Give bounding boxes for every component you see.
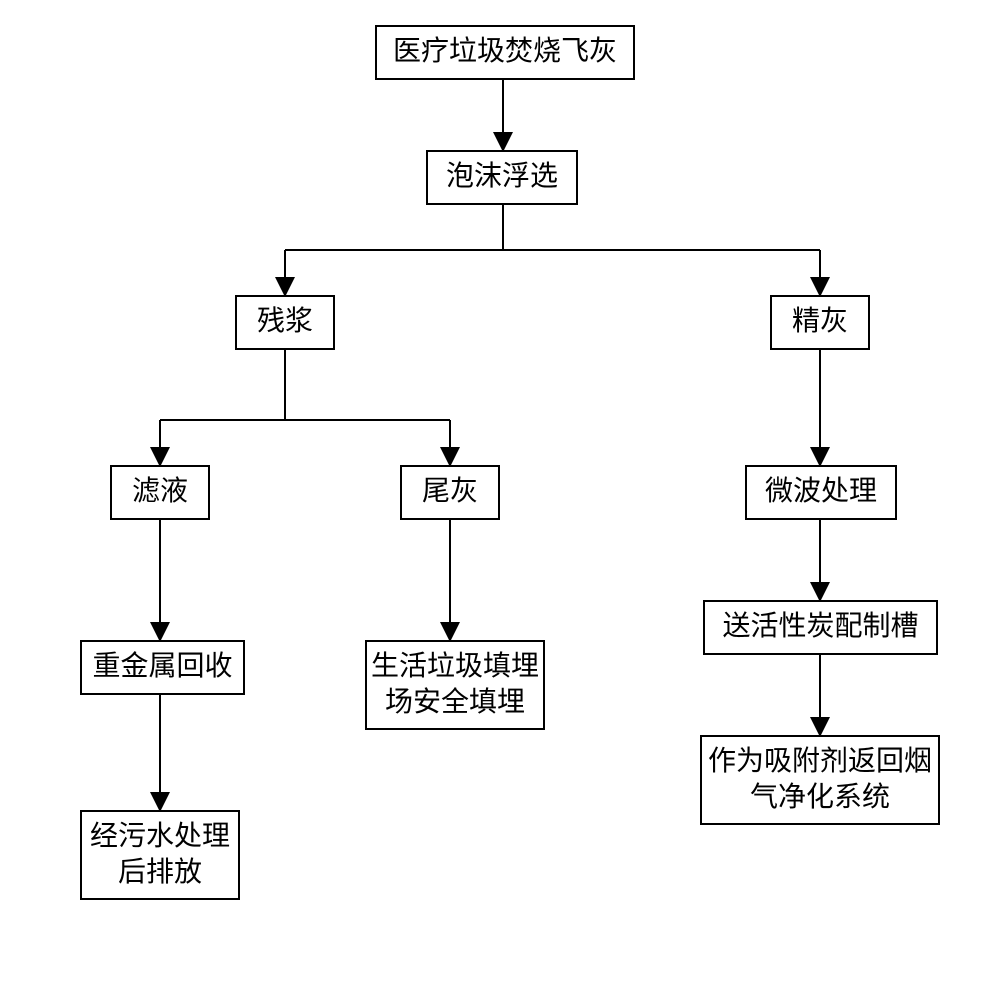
flowchart-node-n12: 作为吸附剂返回烟气净化系统 bbox=[700, 735, 940, 825]
flowchart-node-n9: 生活垃圾填埋场安全填埋 bbox=[365, 640, 545, 730]
flowchart-node-n5: 滤液 bbox=[110, 465, 210, 520]
flowchart-node-n2: 泡沫浮选 bbox=[426, 150, 578, 205]
flowchart-node-n4: 精灰 bbox=[770, 295, 870, 350]
flowchart-node-n10: 送活性炭配制槽 bbox=[703, 600, 938, 655]
flowchart-node-n8: 重金属回收 bbox=[80, 640, 245, 695]
flowchart-node-n7: 微波处理 bbox=[745, 465, 897, 520]
flowchart-node-n6: 尾灰 bbox=[400, 465, 500, 520]
flowchart-node-n3: 残浆 bbox=[235, 295, 335, 350]
flowchart-node-n1: 医疗垃圾焚烧飞灰 bbox=[375, 25, 635, 80]
flowchart-node-n11: 经污水处理后排放 bbox=[80, 810, 240, 900]
